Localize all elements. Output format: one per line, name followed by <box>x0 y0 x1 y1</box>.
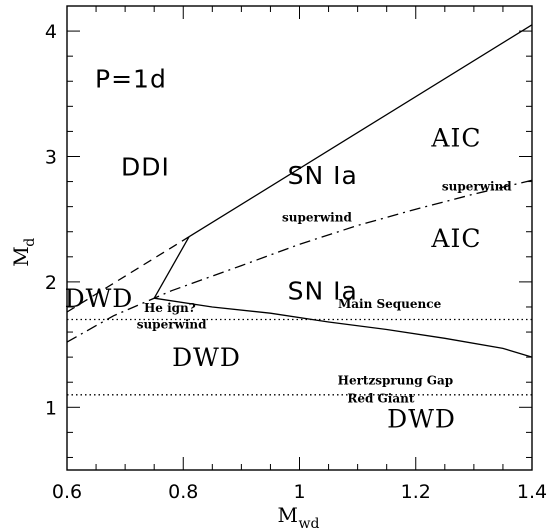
region-label: superwind <box>282 211 352 225</box>
region-label: Main Sequence <box>338 297 442 311</box>
boundary-curve-dashdot <box>66 179 533 343</box>
region-label: superwind <box>137 317 207 331</box>
y-axis-title: M d <box>9 238 38 267</box>
x-axis-label-subscript: wd <box>299 516 320 529</box>
x-axis-title: M wd <box>278 503 320 529</box>
region-label: DWD <box>387 404 456 433</box>
boundary-curve-solid <box>188 24 533 238</box>
y-tick-label: 2 <box>45 272 57 294</box>
region-label: DWD <box>65 284 134 313</box>
boundary-curve-solid <box>153 236 190 299</box>
region-label: He ign? <box>144 301 196 315</box>
region-label: AIC <box>430 123 481 152</box>
x-tick-label: 0.8 <box>168 481 198 503</box>
y-axis-label: M <box>9 246 33 266</box>
region-label: Hertzsprung Gap <box>338 374 454 388</box>
region-label: SN Ia <box>288 161 358 190</box>
region-label: SN Ia <box>288 276 358 305</box>
region-label: Red Giant <box>347 391 414 405</box>
y-tick-label: 4 <box>45 21 57 43</box>
x-tick-label: 1 <box>293 481 305 503</box>
x-tick-label: 1.2 <box>401 481 431 503</box>
region-label: P=1d <box>95 65 167 94</box>
x-tick-label: 1.4 <box>517 481 547 503</box>
boundary-curve-dashed <box>66 236 190 313</box>
tick-marks <box>66 5 533 470</box>
region-label: DDI <box>121 152 170 181</box>
plot-frame <box>66 5 533 471</box>
boundary-curve-solid <box>154 297 533 358</box>
curves <box>66 24 533 396</box>
x-tick-label: 0.6 <box>52 481 82 503</box>
region-label: AIC <box>430 224 481 253</box>
region-label: superwind <box>442 179 512 193</box>
region-label: DWD <box>172 343 241 372</box>
y-tick-label: 1 <box>45 397 57 419</box>
y-tick-label: 3 <box>45 146 57 168</box>
tick-labels: 0.6 0.8 1 1.2 1.4 1 2 3 4 <box>45 21 547 503</box>
x-axis-label: M <box>278 503 298 527</box>
y-axis-label-subscript: d <box>22 238 38 247</box>
